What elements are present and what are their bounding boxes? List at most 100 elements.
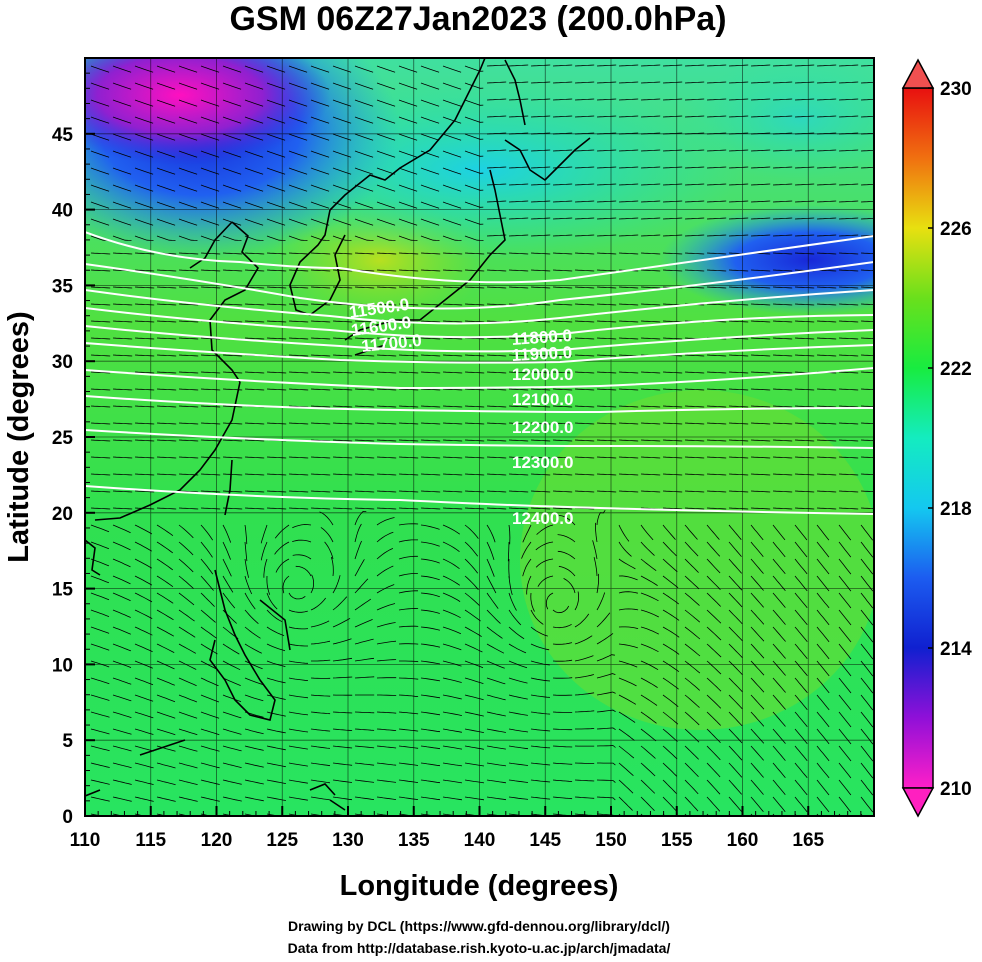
- streamline: [574, 762, 595, 764]
- streamline: [684, 405, 705, 408]
- streamline: [772, 422, 793, 425]
- streamline: [684, 592, 700, 606]
- streamline: [464, 745, 484, 750]
- streamline: [288, 745, 308, 750]
- streamline: [464, 422, 485, 425]
- streamline: [420, 796, 441, 801]
- contour-label-12000: 12000.0: [512, 365, 573, 384]
- streamline: [750, 711, 765, 727]
- streamline: [684, 626, 701, 640]
- streamline: [640, 81, 661, 84]
- streamline: [860, 354, 874, 357]
- streamline: [90, 422, 111, 425]
- streamline: [860, 541, 874, 558]
- streamline: [535, 541, 554, 551]
- streamline: [552, 456, 573, 459]
- streamline: [706, 575, 721, 590]
- streamline: [772, 592, 786, 608]
- streamline: [200, 813, 212, 816]
- streamline: [640, 694, 658, 706]
- streamline: [618, 98, 639, 101]
- streamline: [508, 337, 529, 340]
- streamline: [596, 269, 617, 272]
- streamline: [486, 183, 507, 186]
- streamline: [794, 320, 815, 323]
- streamline: [244, 456, 265, 459]
- streamline: [354, 456, 375, 459]
- streamline: [536, 524, 554, 535]
- streamline: [640, 303, 661, 306]
- streamline: [442, 133, 462, 141]
- streamline: [860, 779, 874, 796]
- streamline: [794, 643, 808, 659]
- streamline: [552, 303, 573, 306]
- y-tick-label: 5: [62, 731, 73, 752]
- streamline: [552, 81, 573, 84]
- streamline: [376, 548, 394, 560]
- streamline: [728, 694, 743, 710]
- streamline: [310, 235, 330, 241]
- streamline: [442, 99, 462, 107]
- streamline: [728, 490, 749, 493]
- streamline: [244, 388, 265, 391]
- streamline: [596, 337, 617, 340]
- streamline: [552, 642, 573, 645]
- streamline: [618, 388, 639, 391]
- streamline: [640, 796, 655, 811]
- streamline: [90, 405, 111, 408]
- streamline: [442, 82, 462, 90]
- streamline: [772, 456, 793, 459]
- streamline: [222, 320, 243, 323]
- streamline: [596, 303, 617, 306]
- streamline: [310, 762, 331, 767]
- streamline: [838, 745, 852, 762]
- streamline: [398, 269, 419, 272]
- streamline: [860, 217, 874, 220]
- streamline: [442, 252, 463, 255]
- streamline: [376, 252, 397, 255]
- streamline: [728, 592, 743, 608]
- streamline: [816, 149, 837, 152]
- streamline: [200, 694, 220, 703]
- streamline: [244, 728, 264, 735]
- streamline: [574, 81, 595, 84]
- streamline: [420, 337, 441, 340]
- streamline: [244, 337, 265, 340]
- streamline: [750, 371, 771, 374]
- streamline: [442, 660, 462, 667]
- streamline: [90, 473, 111, 476]
- streamline: [618, 439, 639, 442]
- streamline: [552, 677, 573, 679]
- streamline: [596, 320, 617, 323]
- streamline: [662, 388, 683, 391]
- streamline: [816, 115, 837, 118]
- streamline: [90, 524, 110, 533]
- streamline: [596, 691, 616, 696]
- streamline: [684, 711, 700, 726]
- streamline: [156, 405, 177, 408]
- streamline: [420, 167, 440, 175]
- streamline: [134, 235, 154, 241]
- streamline: [574, 234, 595, 237]
- streamline: [112, 473, 133, 476]
- streamline: [662, 98, 683, 101]
- streamline: [794, 490, 815, 493]
- streamline: [640, 98, 661, 101]
- streamline: [750, 98, 771, 101]
- streamline: [816, 303, 837, 306]
- streamline: [508, 439, 529, 442]
- streamline: [816, 796, 830, 813]
- streamline: [618, 643, 638, 649]
- streamline: [640, 388, 661, 391]
- streamline: [244, 201, 264, 209]
- streamline: [420, 575, 440, 581]
- streamline: [552, 200, 573, 203]
- streamline: [860, 405, 874, 408]
- streamline: [574, 149, 595, 152]
- streamline: [794, 303, 815, 306]
- streamline: [376, 150, 396, 158]
- streamline: [772, 694, 786, 710]
- streamline: [816, 456, 837, 459]
- streamline: [640, 575, 658, 586]
- streamline: [112, 677, 132, 685]
